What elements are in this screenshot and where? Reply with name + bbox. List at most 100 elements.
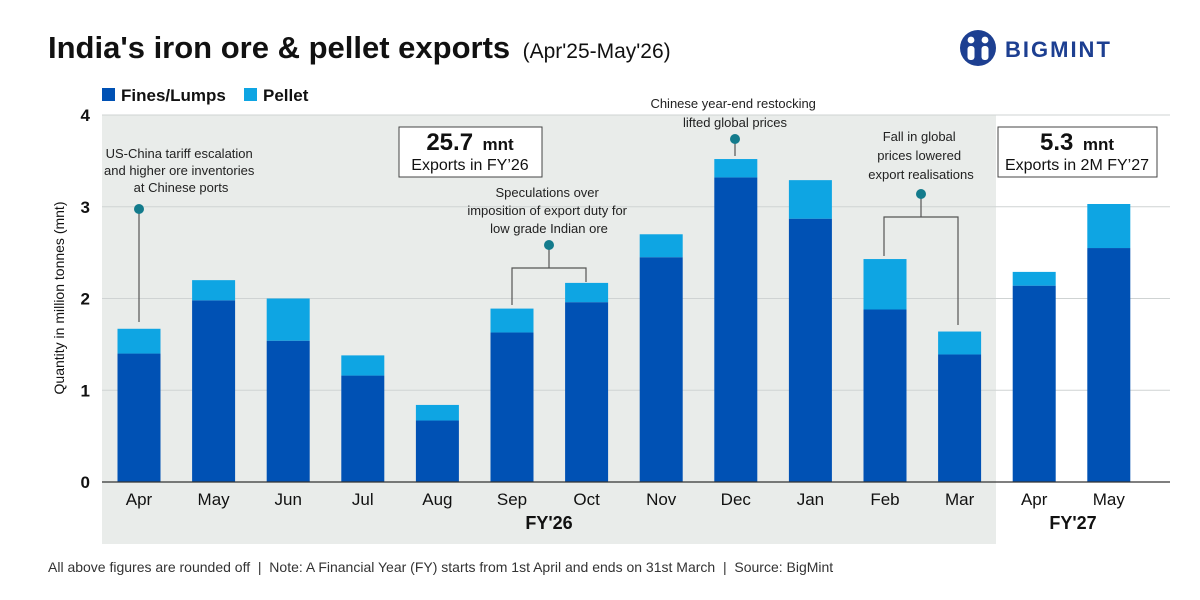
- fy26-label: FY'26: [525, 513, 572, 533]
- bar-pellet: [1012, 271, 1056, 286]
- annotation-text: Fall in global prices lowered export rea…: [868, 129, 974, 182]
- bar-fines-lumps: [788, 218, 832, 483]
- bar-pellet: [639, 234, 683, 258]
- annotation-line: lifted global prices: [683, 115, 788, 130]
- summary-box-fy27: 5.3 mnt Exports in 2M FY’27: [997, 126, 1158, 178]
- y-tick-label: 4: [81, 106, 91, 125]
- x-tick-label: May: [1093, 490, 1126, 509]
- bar-pellet: [788, 180, 832, 219]
- legend-label-pellet: Pellet: [263, 86, 309, 105]
- x-tick-label: Nov: [646, 490, 677, 509]
- x-tick-label: Dec: [721, 490, 752, 509]
- chart-subtitle: (Apr'25-May'26): [523, 40, 671, 63]
- x-tick-label: Apr: [1021, 490, 1048, 509]
- fy26-background: [102, 115, 996, 544]
- bar-fines-lumps: [1087, 248, 1131, 482]
- bar-fines-lumps: [266, 340, 310, 482]
- annotation-price-fall: Fall in global prices lowered export rea…: [868, 129, 974, 325]
- bar-pellet: [266, 298, 310, 341]
- bar-pellet: [938, 331, 982, 355]
- x-tick-label: Feb: [870, 490, 899, 509]
- summary-label: Exports in FY’26: [411, 157, 528, 174]
- x-tick-label: Apr: [126, 490, 153, 509]
- annotation-line: at Chinese ports: [134, 180, 229, 195]
- x-tick-label: Jul: [352, 490, 374, 509]
- annotation-line: US-China tariff escalation: [106, 146, 253, 161]
- annotation-marker: [916, 189, 926, 199]
- summary-value: 25.7: [426, 129, 473, 156]
- bar-pellet: [415, 404, 459, 421]
- legend: Fines/Lumps Pellet: [102, 86, 309, 105]
- annotation-export-duty: Speculations over imposition of export d…: [467, 185, 630, 305]
- annotation-line: prices lowered: [877, 148, 961, 163]
- bar-fines-lumps: [938, 354, 982, 482]
- x-tick-label: May: [198, 490, 231, 509]
- x-tick-label: Aug: [422, 490, 452, 509]
- x-tick-label: Sep: [497, 490, 527, 509]
- summary-value-line: 25.7 mnt: [426, 129, 514, 156]
- y-tick-label: 0: [81, 473, 90, 492]
- annotation-text: US-China tariff escalation and higher or…: [104, 146, 258, 195]
- bar-fines-lumps: [639, 257, 683, 482]
- y-axis-label: Quantity in million tonnes (mnt): [51, 202, 67, 395]
- summary-box-fy26: 25.7 mnt Exports in FY’26: [398, 126, 543, 178]
- footer-note: All above figures are rounded off | Note…: [48, 559, 833, 575]
- bar-pellet: [341, 355, 385, 376]
- summary-unit: mnt: [1083, 135, 1115, 154]
- x-tick-label: Jun: [274, 490, 301, 509]
- annotation-line: low grade Indian ore: [490, 221, 608, 236]
- y-tick-label: 3: [81, 198, 90, 217]
- bar-fines-lumps: [490, 332, 534, 482]
- y-tick-label: 1: [81, 381, 90, 400]
- annotation-line: export realisations: [868, 167, 974, 182]
- y-ticks: 0 1 2 3 4: [81, 106, 91, 492]
- brand-logo-icon: [960, 30, 996, 66]
- bar-pellet: [565, 282, 609, 303]
- bars-layer: [117, 159, 1131, 483]
- summary-label: Exports in 2M FY’27: [1005, 157, 1149, 174]
- legend-label-fines: Fines/Lumps: [121, 86, 226, 105]
- x-ticks: Apr May Jun Jul Aug Sep Oct Nov Dec Jan Feb Mar Apr M…: [126, 490, 1126, 509]
- brand-name: BIGMINT: [1005, 37, 1112, 62]
- bar-fines-lumps: [863, 309, 907, 482]
- summary-unit: mnt: [483, 135, 515, 154]
- brand-logo: BIGMINT: [960, 30, 1112, 66]
- bar-pellet: [490, 308, 534, 333]
- bar-pellet: [1087, 203, 1131, 249]
- annotation-line: Speculations over: [496, 185, 600, 200]
- legend-swatch-fines: [102, 88, 115, 101]
- bar-fines-lumps: [415, 420, 459, 482]
- annotation-line: imposition of export duty for: [467, 203, 627, 218]
- bar-pellet: [117, 328, 161, 354]
- annotation-marker: [730, 134, 740, 144]
- annotation-us-china: US-China tariff escalation and higher or…: [104, 146, 258, 322]
- annotation-marker: [544, 240, 554, 250]
- legend-swatch-pellet: [244, 88, 257, 101]
- annotation-marker: [134, 204, 144, 214]
- bar-fines-lumps: [341, 375, 385, 482]
- x-tick-label: Jan: [797, 490, 824, 509]
- bar-fines-lumps: [714, 177, 758, 482]
- title-row: India's iron ore & pellet exports (Apr'2…: [48, 30, 671, 65]
- bar-pellet: [714, 159, 758, 178]
- annotation-line: Fall in global: [883, 129, 956, 144]
- bar-fines-lumps: [192, 300, 236, 482]
- chart-title: India's iron ore & pellet exports: [48, 30, 510, 65]
- x-tick-label: Mar: [945, 490, 975, 509]
- y-tick-label: 2: [81, 290, 90, 309]
- fy27-label: FY'27: [1049, 513, 1096, 533]
- bar-fines-lumps: [565, 302, 609, 482]
- annotation-text: Speculations over imposition of export d…: [467, 185, 630, 236]
- bar-pellet: [863, 259, 907, 310]
- annotation-line: Chinese year-end restocking: [650, 96, 815, 111]
- annotation-text: Chinese year-end restocking lifted globa…: [650, 96, 819, 130]
- summary-value-line: 5.3 mnt: [1040, 129, 1114, 156]
- annotation-line: and higher ore inventories: [104, 163, 255, 178]
- annotation-restocking: Chinese year-end restocking lifted globa…: [650, 96, 819, 156]
- bar-fines-lumps: [117, 353, 161, 482]
- bar-pellet: [192, 280, 236, 301]
- x-tick-label: Oct: [573, 490, 600, 509]
- summary-value: 5.3: [1040, 129, 1073, 156]
